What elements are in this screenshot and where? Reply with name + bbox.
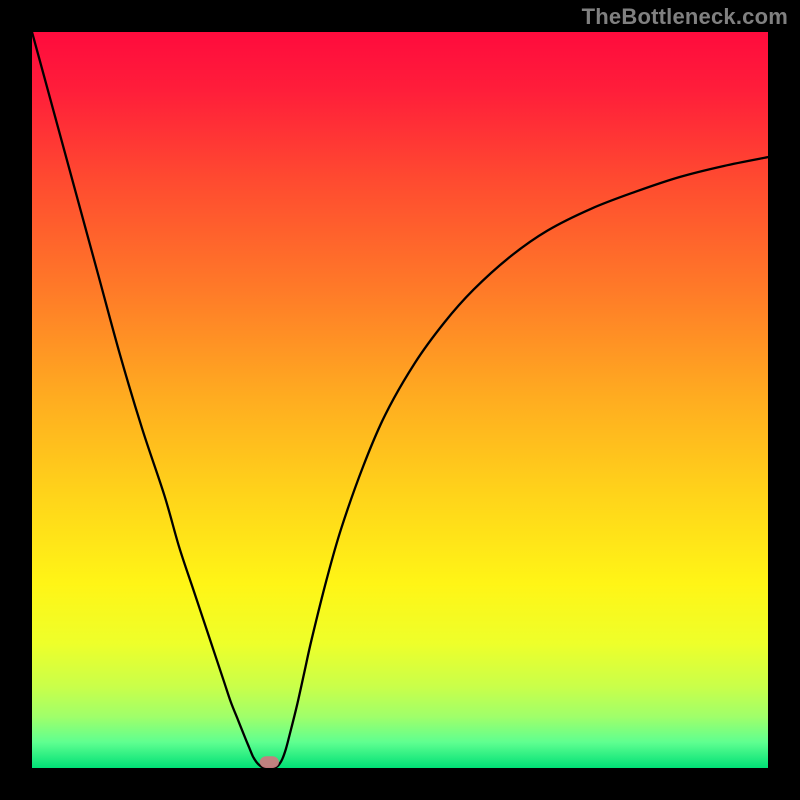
- watermark-text: TheBottleneck.com: [582, 4, 788, 30]
- plot-background: [32, 32, 768, 768]
- bottleneck-chart: [32, 32, 768, 768]
- optimum-marker: [260, 756, 279, 768]
- figure-frame: TheBottleneck.com: [0, 0, 800, 800]
